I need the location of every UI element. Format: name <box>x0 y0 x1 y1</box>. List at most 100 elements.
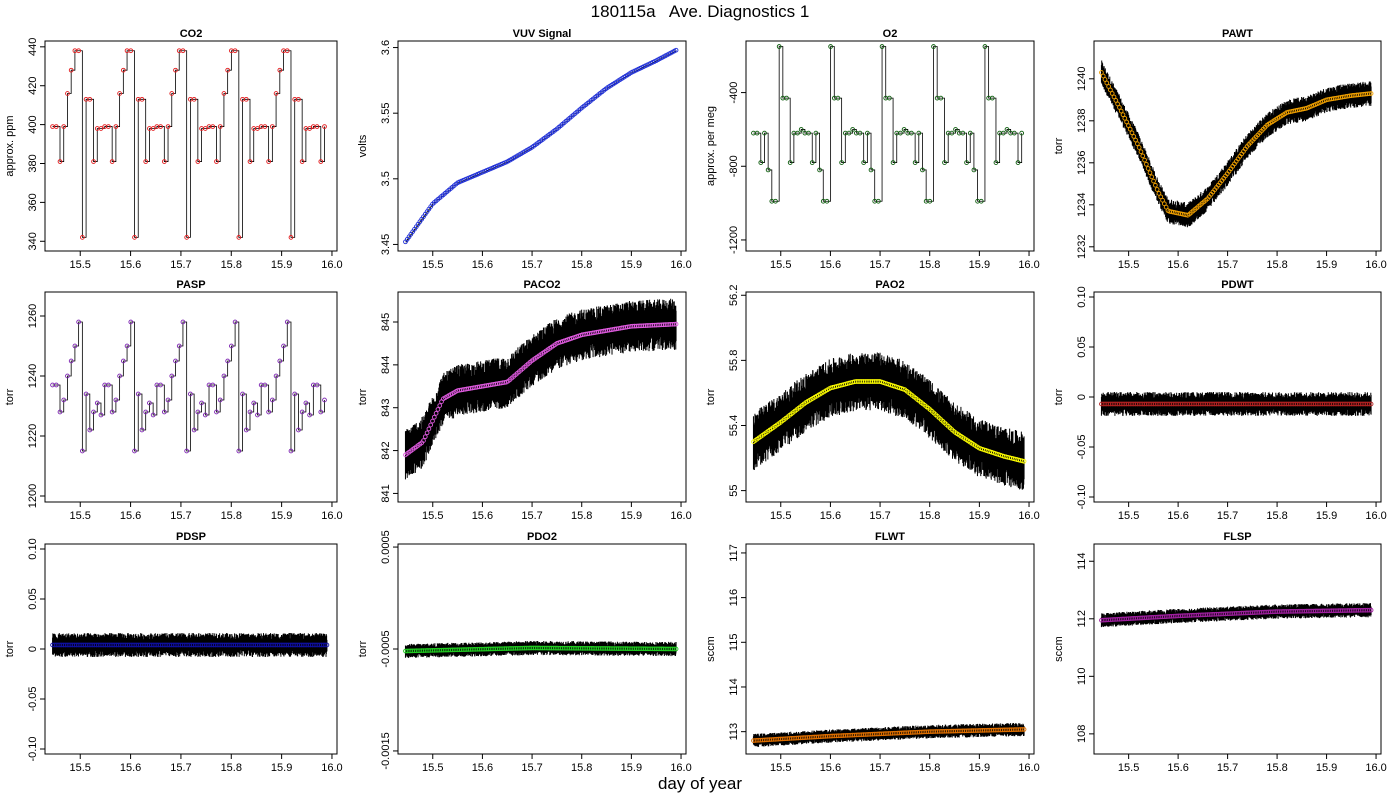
y-tick-label: 56.2 <box>728 285 740 306</box>
data-point <box>1111 94 1117 100</box>
data-point <box>80 448 85 454</box>
data-point <box>307 412 312 418</box>
x-tick-label: 15.6 <box>120 259 141 271</box>
data-point <box>839 160 844 165</box>
data-point <box>806 130 811 136</box>
data-point <box>971 167 977 173</box>
data-point <box>428 422 434 428</box>
data-point <box>318 159 324 164</box>
y-tick-label: 0.10 <box>27 538 39 559</box>
data-point <box>150 126 156 131</box>
x-tick-label: 15.8 <box>919 259 940 271</box>
data-point <box>879 44 885 49</box>
x-tick-label: 16.0 <box>321 259 342 271</box>
data-point <box>117 91 122 96</box>
data-point <box>824 198 830 204</box>
data-point <box>262 124 268 129</box>
data-point <box>113 397 119 403</box>
x-tick-label: 15.6 <box>120 762 141 774</box>
y-tick-label: 3.5 <box>380 171 392 186</box>
data-point <box>850 127 856 132</box>
data-point <box>225 358 230 364</box>
data-point <box>184 448 190 454</box>
x-axis-label: day of year <box>657 774 743 793</box>
data-point <box>65 91 70 96</box>
y-axis-label: volts <box>357 134 369 157</box>
x-tick-label: 15.8 <box>919 762 940 774</box>
chart-title: PDSP <box>176 531 206 543</box>
data-point <box>322 124 327 129</box>
x-tick-label: 15.9 <box>271 259 292 271</box>
data-point <box>292 391 298 397</box>
data-point <box>147 400 152 406</box>
data-point <box>1154 187 1160 192</box>
x-tick-label: 15.5 <box>770 510 791 522</box>
x-tick-label: 15.5 <box>70 510 91 522</box>
series <box>50 633 330 657</box>
x-tick-label: 16.0 <box>1018 762 1039 774</box>
data-point <box>284 319 290 325</box>
x-tick-label: 15.7 <box>170 762 191 774</box>
data-point <box>890 160 896 165</box>
data-point <box>931 44 936 49</box>
data-point <box>314 124 320 129</box>
x-tick-label: 15.9 <box>621 762 642 774</box>
data-point <box>232 319 238 325</box>
x-tick-label: 15.7 <box>869 762 890 774</box>
data-point <box>243 96 249 102</box>
x-tick-label: 15.6 <box>820 510 841 522</box>
data-point <box>87 96 93 102</box>
series-line <box>405 50 677 243</box>
y-tick-label: -0.10 <box>27 736 39 761</box>
chart-title: FLSP <box>1223 531 1251 543</box>
x-tick-label: 15.8 <box>571 762 592 774</box>
series-line <box>753 46 1023 202</box>
data-point <box>266 159 271 164</box>
data-point <box>221 373 227 379</box>
data-point <box>828 44 833 49</box>
data-point <box>433 410 439 416</box>
data-point <box>109 409 115 415</box>
data-point <box>1133 137 1138 143</box>
data-point <box>83 391 89 397</box>
x-tick-label: 15.8 <box>1266 259 1287 271</box>
y-tick-label: 845 <box>380 313 392 331</box>
x-tick-label: 16.0 <box>670 510 691 522</box>
x-tick-label: 16.0 <box>1365 259 1386 271</box>
data-point <box>1113 98 1119 103</box>
y-tick-label: 360 <box>27 193 39 211</box>
data-point <box>1011 130 1017 136</box>
data-point <box>128 48 134 54</box>
data-point <box>180 319 186 325</box>
series <box>50 48 327 240</box>
data-point <box>1140 153 1146 159</box>
y-tick-label: 1240 <box>27 364 39 388</box>
x-tick-label: 16.0 <box>321 762 342 774</box>
data-point <box>857 130 863 136</box>
chart-title: PAWT <box>1222 28 1253 40</box>
data-point <box>1160 197 1165 203</box>
y-tick-label: 115 <box>728 634 740 652</box>
data-point <box>188 391 193 397</box>
data-point <box>982 44 988 49</box>
data-point <box>435 407 441 412</box>
x-tick-label: 15.8 <box>571 259 592 271</box>
plot-frame <box>397 40 687 252</box>
x-tick-label: 15.7 <box>521 510 542 522</box>
chart-panel-flwt: FLWT sccm 15.5 15.6 15.7 15.8 15.9 16.0 113 114 11… <box>705 531 1040 774</box>
y-tick-label: 114 <box>728 678 740 696</box>
y-tick-label: 1234 <box>1076 193 1088 217</box>
series <box>1099 603 1374 628</box>
x-tick-label: 15.6 <box>472 510 493 522</box>
data-point <box>909 130 914 136</box>
y-tick-label: 0.10 <box>1076 286 1088 307</box>
chart-title: PAO2 <box>875 279 904 291</box>
data-point <box>916 130 922 136</box>
y-tick-label: 340 <box>27 232 39 250</box>
x-tick-label: 15.8 <box>221 510 242 522</box>
data-point <box>277 67 283 73</box>
y-axis-label: torr <box>4 388 16 405</box>
series-line <box>52 50 325 238</box>
x-tick-label: 16.0 <box>1018 510 1039 522</box>
